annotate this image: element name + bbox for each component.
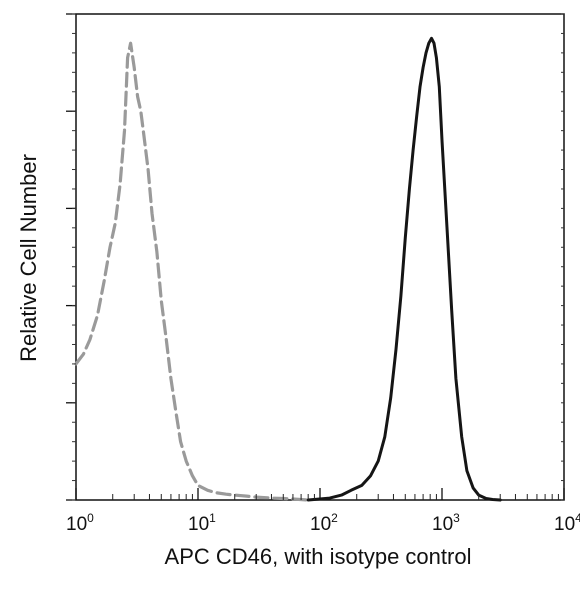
plot-frame xyxy=(75,13,565,501)
x-tick-label: 101 xyxy=(188,511,216,535)
y-axis-title: Relative Cell Number xyxy=(16,154,41,362)
x-tick-label: 102 xyxy=(310,511,338,535)
x-tick-label: 104 xyxy=(554,511,580,535)
x-tick-label: 100 xyxy=(66,511,94,535)
isotype-control-series xyxy=(74,41,310,502)
plot-area xyxy=(75,13,565,501)
cd46-series xyxy=(306,36,502,502)
series-layer xyxy=(74,36,502,502)
x-axis-title: APC CD46, with isotype control xyxy=(165,544,472,569)
axis-layer: 100 101 102 103 104 xyxy=(66,13,580,535)
x-tick-label: 103 xyxy=(432,511,460,535)
